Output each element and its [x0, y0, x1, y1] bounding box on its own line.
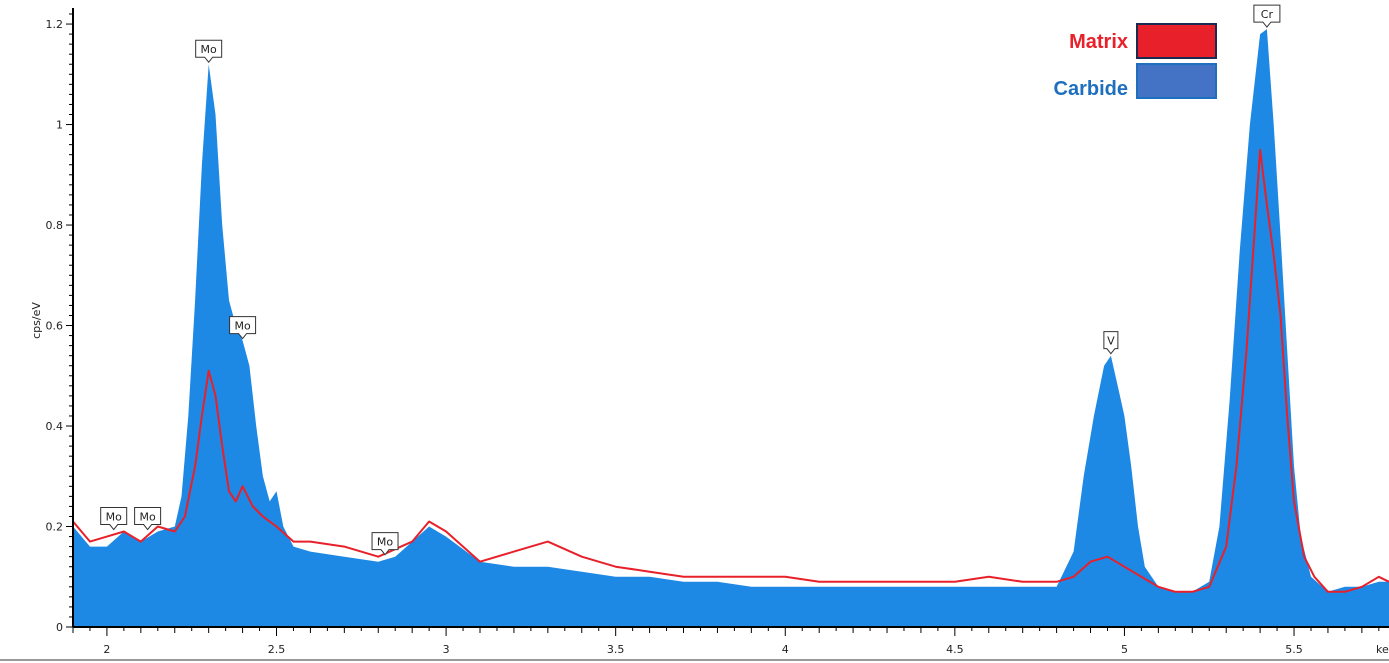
x-tick-label: 4: [782, 643, 789, 656]
x-tick-label: 5: [1121, 643, 1128, 656]
matrix-line-series: [72, 148, 1389, 593]
x-tick-label: 2.5: [268, 643, 286, 656]
x-tick-label: 4.5: [946, 643, 964, 656]
legend-label: Matrix: [1069, 31, 1128, 53]
peak-label-text: Mo: [201, 43, 217, 56]
peak-label-text: V: [1107, 335, 1115, 348]
legend-label: Carbide: [1054, 78, 1128, 100]
peak-label: Mo: [134, 507, 162, 531]
y-tick-label: 0.2: [46, 521, 64, 534]
x-axis-label: keV: [1376, 643, 1389, 656]
legend-swatch: [1136, 63, 1217, 99]
plot-area: [72, 29, 1389, 628]
x-tick-label: 2: [103, 643, 110, 656]
x-tick-label: 3.5: [607, 643, 625, 656]
y-tick-label: 1: [56, 119, 63, 132]
peak-label: Mo: [371, 532, 399, 556]
carbide-area-series: [73, 29, 1389, 628]
peak-label: Cr: [1253, 4, 1281, 28]
peak-label: Mo: [195, 39, 223, 64]
peak-label-text: Mo: [234, 320, 250, 333]
peak-label-text: Cr: [1261, 8, 1274, 21]
peak-labels: Mo Mo Mo Mo Mo V Cr: [100, 4, 1281, 556]
peak-label-box: [195, 39, 223, 64]
peak-label-text: Mo: [377, 536, 393, 549]
peak-label: Mo: [229, 316, 257, 340]
x-tick-label: 3: [443, 643, 450, 656]
y-tick-label: 1.2: [46, 18, 64, 31]
axes: 0 0.2 0.4 0.6 0.8 1 1.2 2 2.5 3 3.5 4 4.5 5 5.5: [0, 8, 1389, 661]
y-tick-label: 0.6: [46, 320, 64, 333]
peak-label-box: [1103, 331, 1119, 355]
peak-label-box: [229, 316, 257, 340]
peak-label-box: [1253, 4, 1281, 28]
legend-swatch: [1136, 23, 1217, 59]
peak-label-text: Mo: [106, 511, 122, 524]
x-tick-label: 5.5: [1285, 643, 1303, 656]
peak-label-text: Mo: [140, 511, 156, 524]
y-axis-label: cps/eV: [30, 302, 43, 339]
peak-label-box: [371, 532, 399, 556]
peak-label-box: [100, 507, 128, 531]
legend: Matrix Carbide: [1054, 23, 1217, 100]
y-tick-label: 0.4: [46, 420, 64, 433]
peak-label: Mo: [100, 507, 128, 531]
peak-label: V: [1103, 331, 1119, 355]
peak-label-box: [134, 507, 162, 531]
y-tick-label: 0: [56, 621, 63, 634]
y-tick-label: 0.8: [46, 219, 64, 232]
